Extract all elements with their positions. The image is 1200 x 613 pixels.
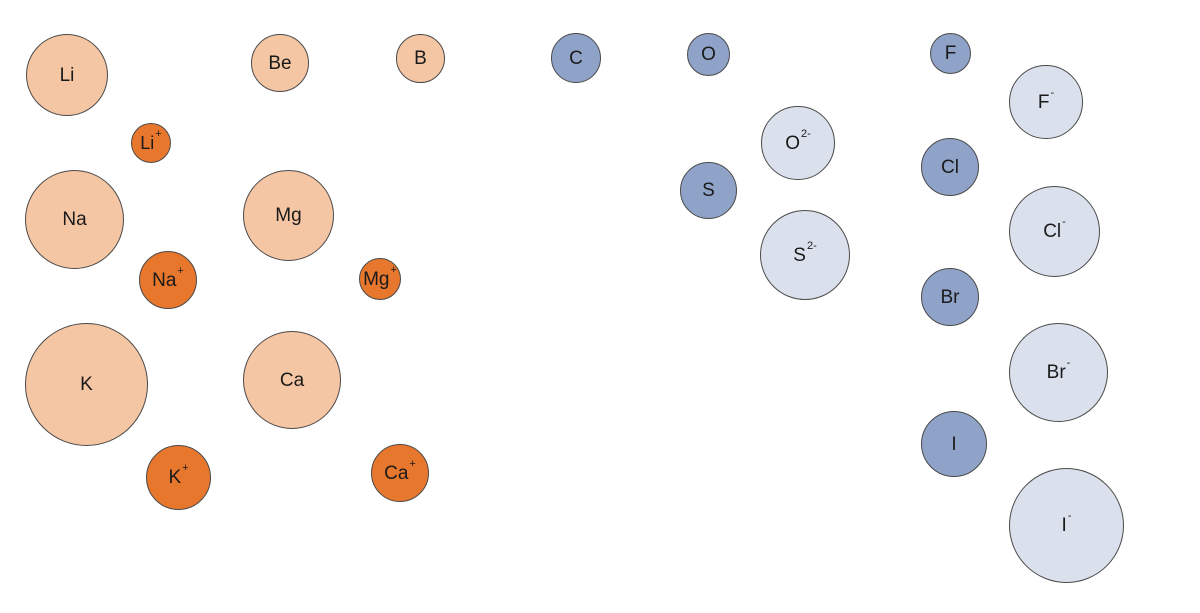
mg-ion-symbol: Mg [363, 268, 390, 290]
ca-atom-sphere: Ca [243, 331, 341, 429]
s-atom-symbol: S [702, 180, 715, 201]
k-ion-charge: + [182, 462, 189, 474]
na-atom-symbol: Na [62, 209, 87, 230]
k-ion-sphere: K + [146, 445, 211, 510]
i-ion-sphere: I- [1009, 468, 1124, 583]
na-atom-sphere: Na [25, 170, 124, 269]
o-ion-sphere: O 2- [761, 106, 835, 180]
f-ion-sphere: F- [1009, 65, 1083, 139]
cl-ion-charge: - [1062, 216, 1066, 228]
i-ion-charge: - [1067, 510, 1072, 522]
cl-atom-sphere: Cl [921, 138, 979, 196]
br-atom-sphere: Br [921, 268, 979, 326]
ca-ion-charge: + [409, 457, 416, 470]
mg-atom-symbol: Mg [275, 205, 302, 226]
mg-ion-sphere: Mg + [359, 258, 401, 300]
cl-atom-symbol: Cl [941, 156, 959, 178]
f-ion-charge: - [1050, 86, 1055, 99]
be-atom-sphere: Be [251, 34, 309, 92]
f-ion-symbol: F [1037, 91, 1050, 113]
b-atom-sphere: B [396, 34, 445, 83]
br-ion-charge: - [1066, 357, 1071, 369]
i-atom-symbol: I [951, 433, 957, 455]
br-atom-symbol: Br [940, 286, 960, 308]
f-atom-sphere: F [930, 33, 971, 74]
i-atom-sphere: I [921, 411, 987, 477]
ca-ion-symbol: Ca [384, 462, 409, 484]
k-atom-symbol: K [80, 374, 93, 395]
cl-ion-sphere: Cl - [1009, 186, 1100, 277]
na-ion-sphere: Na + [139, 251, 197, 309]
br-ion-symbol: Br [1046, 362, 1066, 383]
k-ion-symbol: K [168, 467, 182, 488]
c-atom-symbol: C [569, 47, 583, 69]
s-ion-charge: 2- [806, 239, 817, 252]
mg-ion-charge: + [390, 263, 397, 276]
o-atom-sphere: O [687, 33, 730, 76]
b-atom-symbol: B [414, 48, 427, 69]
na-ion-charge: + [177, 264, 184, 277]
s-atom-sphere: S [680, 162, 737, 219]
br-ion-sphere: Br - [1009, 323, 1108, 422]
c-atom-sphere: C [551, 33, 601, 83]
be-atom-symbol: Be [268, 52, 292, 74]
cl-ion-symbol: Cl [1043, 221, 1062, 242]
li-ion-sphere: Li + [131, 123, 171, 163]
li-ion-symbol: Li [140, 133, 155, 153]
f-atom-symbol: F [944, 43, 957, 64]
s-ion-sphere: S 2- [760, 210, 850, 300]
na-ion-symbol: Na [152, 269, 177, 291]
ca-atom-symbol: Ca [279, 369, 305, 391]
o-ion-symbol: O [785, 132, 800, 154]
k-atom-sphere: K [25, 323, 148, 446]
mg-atom-sphere: Mg [243, 170, 334, 261]
li-atom-symbol: Li [59, 64, 75, 86]
i-ion-symbol: I [1061, 515, 1067, 536]
li-atom-sphere: Li [26, 34, 108, 116]
li-ion-charge: + [155, 128, 162, 140]
ca-ion-sphere: Ca + [371, 444, 429, 502]
o-atom-symbol: O [701, 44, 716, 65]
s-ion-symbol: S [793, 244, 806, 266]
o-ion-charge: 2- [801, 127, 811, 140]
